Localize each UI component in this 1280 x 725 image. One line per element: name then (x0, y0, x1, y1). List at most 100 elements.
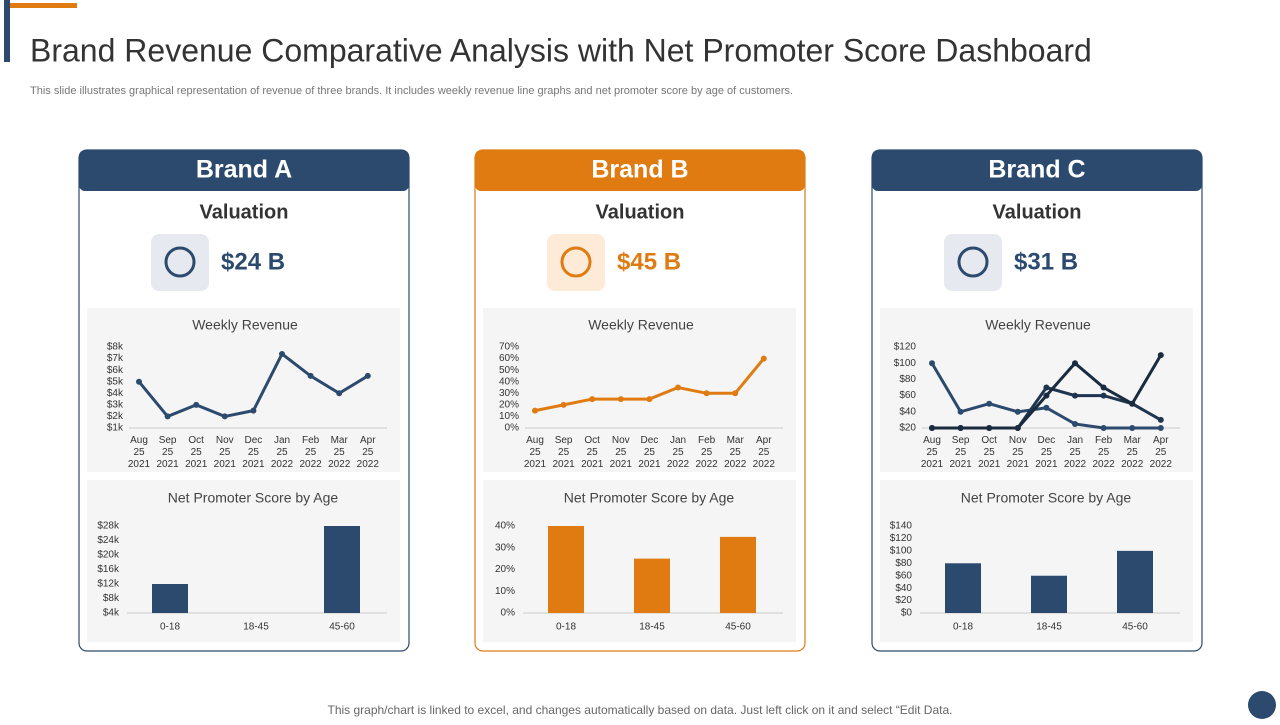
revenue-point (1129, 400, 1136, 407)
x-tick-label: Sep 25 2021 (552, 435, 575, 470)
revenue-point (1014, 408, 1021, 415)
revenue-point (1100, 384, 1107, 391)
y-tick-label: $0 (901, 608, 913, 619)
y-tick-label: 70% (499, 342, 519, 353)
x-tick-label: 45-60 (1122, 622, 1148, 633)
x-tick-label: 18-45 (243, 622, 269, 633)
revenue-point (1100, 392, 1107, 399)
y-tick-label: $16k (97, 564, 120, 575)
y-tick-label: $120 (890, 533, 913, 544)
y-tick-label: 50% (499, 365, 519, 376)
revenue-point (532, 407, 538, 414)
x-tick-label: Aug 25 2021 (921, 435, 944, 470)
x-tick-label: Apr 25 2022 (753, 435, 776, 470)
revenue-point (732, 390, 739, 397)
title: Brand Revenue Comparative Analysis with … (30, 32, 1092, 68)
revenue-point (1157, 416, 1164, 423)
accent-bar (4, 0, 10, 62)
x-tick-label: 0-18 (160, 622, 180, 633)
x-tick-label: Oct 25 2021 (581, 435, 604, 470)
revenue-point (1157, 352, 1164, 359)
x-tick-label: Jan 25 2022 (1064, 435, 1087, 470)
y-tick-label: $28k (97, 521, 120, 532)
chart-title: Net Promoter Score by Age (961, 490, 1132, 506)
bar (1031, 575, 1067, 613)
x-tick-label: Apr 25 2022 (1150, 435, 1173, 470)
y-tick-label: $8k (103, 593, 120, 604)
valuation-icon-glyph (164, 246, 196, 278)
footer: This graph/chart is linked to excel, and… (327, 703, 952, 717)
y-tick-label: 30% (499, 388, 519, 399)
chart-title: Net Promoter Score by Age (168, 490, 339, 506)
brand-name: Brand A (196, 156, 292, 184)
y-tick-label: $3k (107, 399, 124, 410)
y-tick-label: $12k (97, 579, 120, 590)
y-tick-label: $20k (97, 550, 120, 561)
y-tick-label: $80 (899, 374, 916, 385)
y-tick-label: $60 (899, 390, 916, 401)
x-tick-label: Jan 25 2022 (667, 435, 690, 470)
valuation-icon-glyph (560, 246, 592, 278)
y-tick-label: $1k (107, 423, 124, 434)
revenue-point (986, 425, 993, 431)
x-tick-label: 45-60 (725, 622, 751, 633)
chart-title: Weekly Revenue (588, 317, 694, 333)
y-tick-label: 10% (495, 586, 515, 597)
subtitle: This slide illustrates graphical represe… (30, 85, 793, 97)
revenue-point (221, 413, 228, 420)
y-tick-label: $20 (899, 423, 916, 434)
revenue-point (193, 401, 200, 408)
x-tick-label: Mar 25 2022 (328, 435, 351, 470)
y-tick-label: 0% (505, 423, 520, 434)
y-tick-label: 20% (495, 564, 515, 575)
y-tick-label: $8k (107, 342, 124, 353)
y-tick-label: $4k (103, 608, 120, 619)
y-tick-label: $2k (107, 411, 124, 422)
valuation-icon-glyph (957, 246, 989, 278)
x-tick-label: Sep 25 2021 (156, 435, 179, 470)
y-tick-label: $4k (107, 388, 124, 399)
x-tick-label: Feb 25 2022 (695, 435, 718, 470)
revenue-point (1043, 404, 1050, 411)
y-tick-label: $60 (895, 570, 912, 581)
revenue-point (1129, 425, 1136, 431)
chart-title: Weekly Revenue (192, 317, 298, 333)
revenue-point (1043, 392, 1050, 399)
brand-name: Brand C (988, 156, 1085, 184)
y-tick-label: $100 (894, 358, 917, 369)
valuation-heading: Valuation (200, 201, 289, 223)
revenue-point (560, 401, 567, 408)
x-tick-label: Nov 25 2021 (214, 435, 237, 470)
chart-title: Net Promoter Score by Age (564, 490, 735, 506)
x-tick-label: 0-18 (556, 622, 576, 633)
x-tick-label: Apr 25 2022 (357, 435, 380, 470)
revenue-point (1043, 384, 1050, 391)
y-tick-label: $40 (899, 406, 916, 417)
revenue-point (589, 396, 596, 403)
x-tick-label: Aug 25 2021 (524, 435, 547, 470)
revenue-point (164, 413, 171, 420)
x-tick-label: Dec 25 2021 (638, 435, 661, 470)
y-tick-label: 0% (501, 608, 516, 619)
revenue-point (364, 372, 371, 379)
x-tick-label: Feb 25 2022 (1092, 435, 1115, 470)
valuation-value: $31 B (1014, 248, 1078, 275)
y-tick-label: $20 (895, 595, 912, 606)
bar (720, 536, 756, 613)
brand-header (872, 150, 1202, 191)
revenue-point (957, 425, 964, 431)
y-tick-label: $7k (107, 353, 124, 364)
x-tick-label: Mar 25 2022 (1121, 435, 1144, 470)
brand-header (475, 150, 805, 191)
x-tick-label: 0-18 (953, 622, 973, 633)
valuation-heading: Valuation (596, 201, 685, 223)
bar (1117, 550, 1153, 613)
revenue-point (1072, 420, 1078, 427)
x-tick-label: Nov 25 2021 (1007, 435, 1030, 470)
x-tick-label: Nov 25 2021 (610, 435, 633, 470)
y-tick-label: $24k (97, 535, 120, 546)
y-tick-label: $100 (890, 545, 913, 556)
y-tick-label: $140 (890, 521, 913, 532)
revenue-point (1014, 425, 1021, 431)
